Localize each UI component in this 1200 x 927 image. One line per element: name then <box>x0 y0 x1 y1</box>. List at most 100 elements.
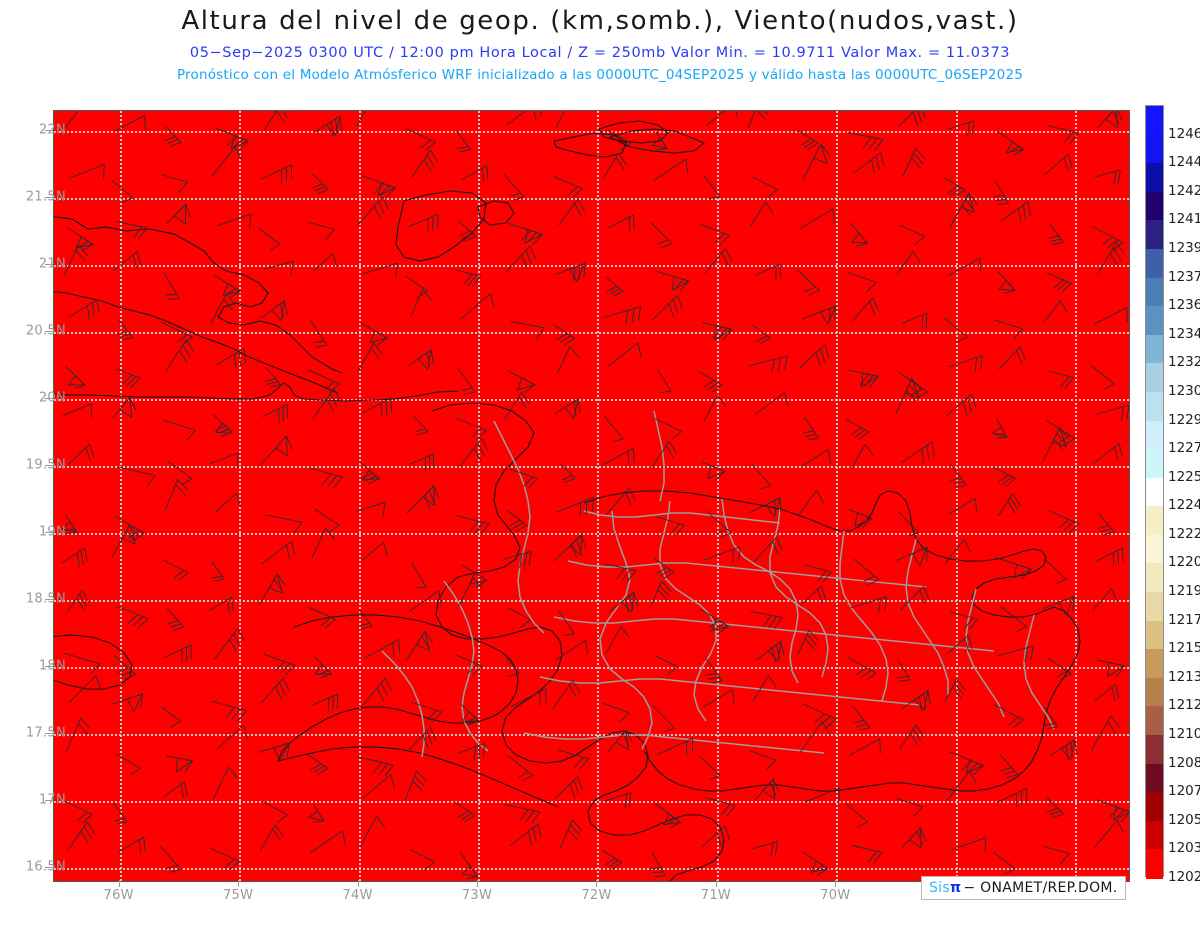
wind-barb <box>502 173 525 201</box>
colorbar-band-12122 <box>1146 677 1163 708</box>
wind-barb <box>701 461 727 481</box>
colorbar-band-12241 <box>1146 477 1163 507</box>
colorbar[interactable] <box>1145 105 1164 879</box>
wind-barb <box>555 111 565 128</box>
wind-barb <box>944 678 966 703</box>
colorbar-band-12445 <box>1146 134 1163 164</box>
wind-barb <box>602 306 642 325</box>
y-tick-mark <box>45 866 53 868</box>
wind-barb <box>846 271 877 293</box>
y-tick-label-18.5N: 18.5N <box>25 591 66 607</box>
y-tick-mark <box>45 264 53 265</box>
wind-barb <box>111 693 144 713</box>
wind-barb <box>1044 559 1067 585</box>
wind-barb <box>607 728 633 753</box>
wind-barb <box>410 701 443 723</box>
wind-barb <box>411 562 427 589</box>
wind-barb <box>209 452 239 468</box>
wind-barb <box>214 127 250 151</box>
y-tick-mark <box>45 598 53 600</box>
wind-barb <box>997 130 1025 157</box>
wind-barb <box>406 128 436 151</box>
wind-barb <box>651 441 677 468</box>
wind-barb <box>699 371 723 393</box>
y-tick-mark <box>45 799 53 801</box>
colorbar-band-12258 <box>1146 449 1163 479</box>
wind-barb <box>999 201 1031 223</box>
wind-barb <box>1043 300 1068 323</box>
colorbar-band-12071 <box>1146 763 1163 793</box>
wind-barb <box>455 269 482 288</box>
colorbar-label-12326: 12326 <box>1168 354 1200 371</box>
wind-barb <box>507 370 536 393</box>
wind-barb <box>166 203 192 226</box>
wind-barb <box>754 777 780 801</box>
gridline-vertical-76W <box>119 111 122 881</box>
colorbar-label-12037: 12037 <box>1168 840 1200 857</box>
colorbar-label-12360: 12360 <box>1168 297 1200 314</box>
wind-barb <box>700 223 730 246</box>
wind-barb <box>261 540 296 565</box>
watermark-pi-symbol: π <box>949 880 962 896</box>
wind-barb <box>799 208 835 230</box>
wind-barb <box>117 466 156 487</box>
wind-barb <box>750 610 783 630</box>
x-tick-mark <box>118 880 120 887</box>
wind-barb <box>747 111 769 129</box>
wind-barb <box>1044 153 1073 176</box>
colorbar-band-12020 <box>1146 849 1163 879</box>
colorbar-label-12207: 12207 <box>1168 554 1200 571</box>
wind-barb <box>114 114 146 132</box>
y-tick-label-17N: 17N <box>38 792 66 808</box>
wind-barb <box>993 319 1024 340</box>
wind-barb <box>358 196 389 225</box>
wind-barb <box>798 344 830 369</box>
wind-barb <box>898 372 928 399</box>
colorbar-label-12292: 12292 <box>1168 411 1200 428</box>
wind-barb <box>363 638 401 659</box>
wind-barb <box>897 511 919 537</box>
y-tick-mark <box>45 197 53 199</box>
x-tick-label-72W: 72W <box>581 888 612 903</box>
wind-barb <box>608 591 638 614</box>
wind-barb <box>308 606 336 629</box>
wind-barb <box>751 463 772 490</box>
wind-barb <box>69 163 105 179</box>
wind-barb <box>163 644 192 664</box>
wind-barb <box>559 819 583 849</box>
wind-barb <box>850 444 874 469</box>
gridline-horizontal-19N <box>54 532 1129 535</box>
wind-barb <box>602 152 627 179</box>
wind-barb <box>61 547 88 568</box>
wind-barb <box>357 756 394 777</box>
wind-barb <box>993 851 1016 875</box>
wind-barb <box>1046 272 1072 293</box>
map-plot-area[interactable] <box>53 110 1130 882</box>
wind-barb <box>797 130 819 151</box>
wind-barb <box>68 675 102 703</box>
colorbar-label-12445: 12445 <box>1168 154 1200 171</box>
wind-barb <box>113 251 142 271</box>
colorbar-label-12275: 12275 <box>1168 440 1200 457</box>
wind-barb <box>802 305 837 326</box>
wind-barb <box>411 149 439 178</box>
wind-barb <box>210 700 248 722</box>
wind-barb <box>160 706 181 728</box>
colorbar-band-12139 <box>1146 649 1163 679</box>
wind-barb <box>457 368 476 395</box>
wind-barb <box>895 546 928 567</box>
wind-barb <box>363 262 399 278</box>
wind-barb <box>1097 512 1115 536</box>
wind-barb <box>558 610 575 637</box>
wind-barb <box>309 467 343 488</box>
wind-barb <box>899 724 924 750</box>
wind-barb <box>412 414 429 436</box>
wind-barb <box>800 585 827 606</box>
x-tick-label-75W: 75W <box>222 888 254 903</box>
wind-barb <box>749 355 788 374</box>
wind-barb <box>604 792 632 809</box>
chart-header: Altura del nivel de geop. (km,somb.), Vi… <box>0 0 1200 92</box>
colorbar-label-12394: 12394 <box>1168 239 1200 256</box>
gridline-vertical-68W <box>1075 111 1078 881</box>
wind-barb <box>853 558 880 586</box>
